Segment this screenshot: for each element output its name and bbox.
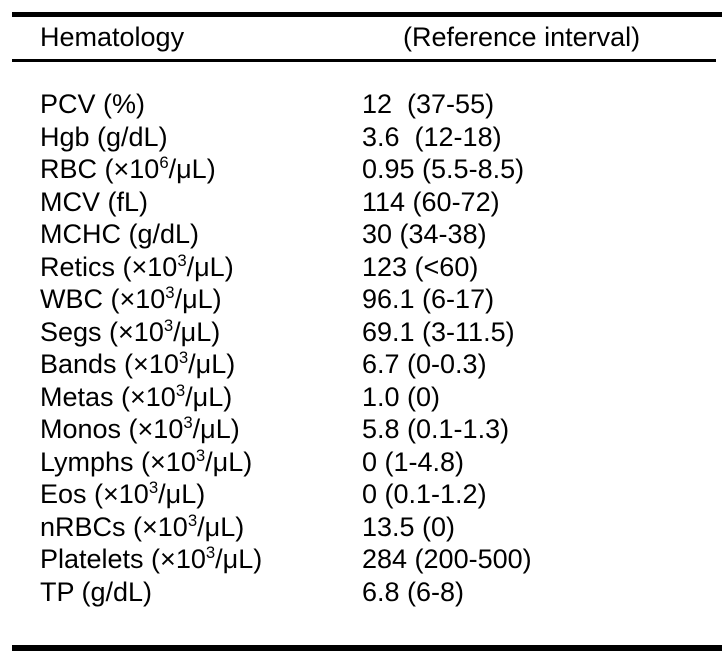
table-row: Bands (×103/μL) 6.7 (0-0.3) — [40, 348, 722, 381]
exponent: 3 — [183, 413, 193, 432]
top-border-rule — [12, 12, 722, 17]
result-value: 114 (60-72) — [362, 186, 500, 217]
table-row: Segs (×103/μL) 69.1 (3-11.5) — [40, 316, 722, 349]
table-row: MCV (fL) 114 (60-72) — [40, 186, 722, 219]
result-value: 12 (37-55) — [362, 89, 495, 119]
analyte-label: MCV (fL) — [40, 186, 148, 217]
exponent: 3 — [187, 510, 198, 530]
table-row: Lymphs (×103/μL) 0 (1-4.8) — [40, 446, 722, 479]
result-value: 6.8 (6-8) — [362, 576, 465, 607]
table-row: Retics (×103/μL) 123 (<60) — [40, 251, 722, 284]
result-value: 123 (<60) — [362, 251, 479, 282]
exponent: 3 — [205, 543, 216, 562]
table-row: WBC (×103/μL) 96.1 (6-17) — [40, 283, 722, 316]
result-value: 13.5 (0) — [362, 511, 456, 542]
result-value: 30 (34-38) — [362, 219, 487, 249]
bottom-border-rule — [12, 645, 722, 651]
analyte-label: Monos (×103/μL) — [40, 413, 240, 444]
analyte-label: PCV (%) — [40, 89, 146, 119]
table-body: PCV (%) 12 (37-55) Hgb (g/dL) 3.6 (12-18) RB… — [40, 88, 722, 608]
analyte-label: Metas (×103/μL) — [40, 380, 233, 412]
result-value: 0 (1-4.8) — [362, 446, 465, 477]
header-category: Hematology — [40, 22, 185, 52]
table-row: Hgb (g/dL) 3.6 (12-18) — [40, 121, 722, 154]
header-reference-interval: (Reference interval) — [403, 22, 641, 52]
analyte-label: Platelets (×103/μL) — [40, 543, 263, 574]
analyte-label: MCHC (g/dL) — [40, 219, 200, 249]
result-value: 284 (200-500) — [362, 544, 532, 574]
result-value: 0 (0.1-1.2) — [362, 479, 487, 509]
analyte-label: Bands (×103/μL) — [40, 348, 236, 379]
exponent: 6 — [159, 153, 169, 172]
result-value: 3.6 (12-18) — [362, 121, 502, 152]
exponent: 3 — [195, 445, 206, 465]
result-value: 69.1 (3-11.5) — [362, 316, 515, 347]
table-row: Metas (×103/μL) 1.0 (0) — [40, 381, 722, 414]
result-value: 5.8 (0.1-1.3) — [362, 414, 510, 444]
exponent: 3 — [177, 250, 187, 270]
header-separator-rule — [12, 59, 716, 62]
analyte-label: RBC (×106/μL) — [40, 153, 216, 184]
analyte-label: Lymphs (×103/μL) — [40, 445, 253, 477]
table-row: TP (g/dL) 6.8 (6-8) — [40, 576, 722, 609]
analyte-label: Eos (×103/μL) — [40, 478, 206, 509]
analyte-label: Segs (×103/μL) — [40, 315, 221, 347]
analyte-label: TP (g/dL) — [40, 576, 153, 607]
analyte-label: Retics (×103/μL) — [40, 250, 234, 282]
result-value: 96.1 (6-17) — [362, 284, 495, 314]
analyte-label: WBC (×103/μL) — [40, 283, 222, 314]
exponent: 3 — [163, 315, 174, 335]
exponent: 3 — [148, 478, 159, 497]
exponent: 3 — [165, 283, 175, 302]
exponent: 3 — [178, 348, 189, 367]
table-row: nRBCs (×103/μL) 13.5 (0) — [40, 511, 722, 544]
exponent: 3 — [175, 380, 186, 400]
table-row: RBC (×106/μL) 0.95 (5.5-8.5) — [40, 153, 722, 186]
result-value: 1.0 (0) — [362, 381, 441, 412]
table-row: Eos (×103/μL) 0 (0.1-1.2) — [40, 478, 722, 511]
result-value: 0.95 (5.5-8.5) — [362, 154, 525, 184]
table-row: Monos (×103/μL) 5.8 (0.1-1.3) — [40, 413, 722, 446]
table-row: Platelets (×103/μL) 284 (200-500) — [40, 543, 722, 576]
result-value: 6.7 (0-0.3) — [362, 349, 487, 379]
table-row: PCV (%) 12 (37-55) — [40, 88, 722, 121]
analyte-label: nRBCs (×103/μL) — [40, 510, 245, 542]
table-row: MCHC (g/dL) 30 (34-38) — [40, 218, 722, 251]
analyte-label: Hgb (g/dL) — [40, 121, 168, 152]
